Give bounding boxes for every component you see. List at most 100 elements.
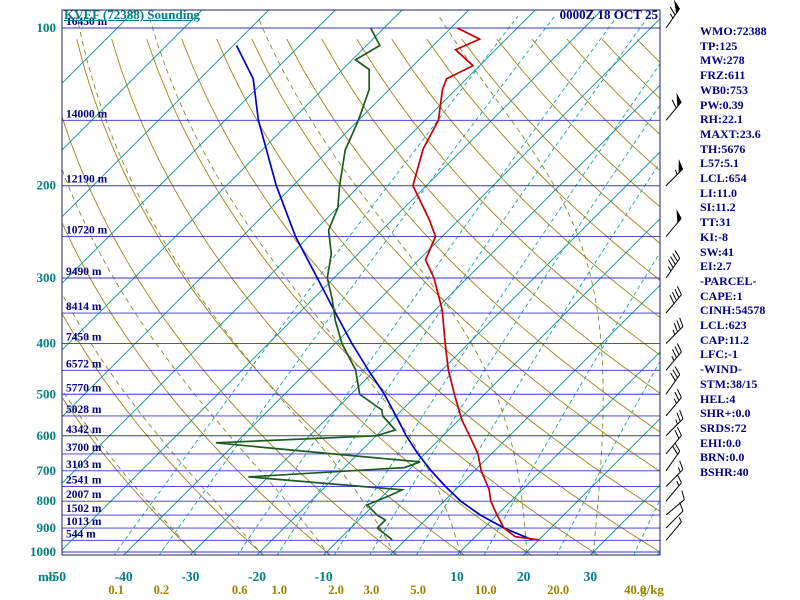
stat-line: CAPE:1 bbox=[700, 288, 743, 303]
mixing-ratio-line bbox=[237, 16, 618, 555]
mixing-ratio-line bbox=[369, 104, 660, 555]
height-label: 1502 m bbox=[66, 503, 102, 515]
temp-axis-label: -20 bbox=[248, 569, 266, 584]
dry-adiabat-line bbox=[111, 38, 532, 555]
moist-adiabat-line bbox=[76, 16, 396, 555]
stat-line: KI:-8 bbox=[700, 229, 728, 244]
moist-adiabat-line bbox=[62, 389, 197, 555]
moist-adiabat-line bbox=[62, 292, 264, 555]
stat-line: MW:278 bbox=[700, 53, 745, 68]
wind-barb bbox=[665, 0, 681, 29]
mixing-ratio-line bbox=[556, 360, 660, 555]
isotherm-line bbox=[62, 10, 536, 484]
stat-line: CINH:54578 bbox=[700, 303, 766, 318]
temp-axis-label: 20 bbox=[517, 569, 531, 584]
wind-barb bbox=[665, 442, 681, 472]
isotherm-line bbox=[62, 10, 136, 84]
dry-adiabat-line bbox=[391, 38, 660, 319]
dry-adiabat-line bbox=[321, 38, 660, 394]
wind-barb bbox=[665, 388, 682, 417]
stat-line: LI:11.0 bbox=[700, 185, 738, 200]
mixing-axis-label: 10.0 bbox=[475, 583, 497, 597]
stat-line: TT:31 bbox=[700, 215, 732, 230]
wind-barb bbox=[665, 460, 684, 487]
dry-adiabat-line bbox=[76, 38, 465, 555]
mixing-axis-label: 0.2 bbox=[154, 583, 170, 597]
wind-barb bbox=[665, 159, 684, 187]
pressure-axis-label: 300 bbox=[37, 270, 57, 285]
temp-axis-label: -40 bbox=[115, 569, 133, 584]
mixing-axis-label: 5.0 bbox=[410, 583, 426, 597]
temp-axis-label: 30 bbox=[584, 569, 598, 584]
wind-barb bbox=[665, 426, 682, 455]
stat-line: LFC:-1 bbox=[700, 347, 738, 362]
mixing-axis-label: 1.0 bbox=[271, 583, 287, 597]
height-label: 10720 m bbox=[66, 225, 108, 237]
stat-line: WB0:753 bbox=[700, 82, 748, 97]
wind-barb bbox=[665, 409, 684, 437]
stat-line: BRN:0.0 bbox=[700, 450, 745, 465]
stat-line: SW:41 bbox=[700, 244, 735, 259]
stat-line: SI:11.2 bbox=[700, 200, 736, 215]
dry-adiabat-line bbox=[62, 396, 198, 555]
dry-adiabat-line bbox=[251, 38, 660, 472]
mixing-axis-label: 0.1 bbox=[108, 583, 124, 597]
height-label: 8414 m bbox=[66, 301, 102, 313]
wind-barb bbox=[665, 490, 685, 516]
dry-adiabat-line bbox=[426, 38, 660, 281]
wind-barb bbox=[665, 502, 684, 529]
stat-line: PW:0.39 bbox=[700, 97, 744, 112]
pressure-axis-label: 100 bbox=[37, 20, 57, 35]
pressure-axis-label: 800 bbox=[37, 493, 57, 508]
temp-axis-label: -50 bbox=[48, 569, 66, 584]
stat-line: CAP:11.2 bbox=[700, 332, 749, 347]
isotherm-line bbox=[62, 10, 403, 351]
wind-barb bbox=[665, 286, 682, 314]
isotherm-line bbox=[389, 284, 660, 555]
height-label: 544 m bbox=[66, 528, 96, 540]
height-label: 9490 m bbox=[66, 266, 102, 278]
height-label: 3700 m bbox=[66, 442, 102, 454]
mixing-ratio-line bbox=[333, 63, 660, 555]
dewpoint-trace bbox=[215, 27, 421, 541]
mixing-axis-label: 20.0 bbox=[547, 583, 569, 597]
wind-barb bbox=[665, 208, 682, 237]
pressure-axis-label: 700 bbox=[37, 463, 57, 478]
wind-barb bbox=[665, 343, 682, 371]
mixing-axis-label: 2.0 bbox=[328, 583, 344, 597]
stat-line: LCL:623 bbox=[700, 318, 747, 333]
plot-frame bbox=[61, 9, 661, 556]
chart-title: KVEF (72388) Sounding bbox=[64, 7, 201, 22]
stat-line: RH:22.1 bbox=[700, 112, 743, 127]
stat-line: TH:5676 bbox=[700, 141, 746, 156]
stat-line: -PARCEL- bbox=[700, 273, 757, 288]
height-label: 1013 m bbox=[66, 516, 102, 528]
moist-adiabat-line bbox=[257, 16, 528, 555]
height-label: 2007 m bbox=[66, 489, 102, 501]
isotherm-line bbox=[62, 10, 203, 151]
stat-line: STM:38/15 bbox=[700, 376, 758, 391]
stat-line: SHR+:0.0 bbox=[700, 406, 751, 421]
temperature-trace bbox=[411, 27, 539, 541]
stat-line: L57:5.1 bbox=[700, 156, 739, 171]
isotherm-line bbox=[62, 10, 603, 551]
height-label: 7450 m bbox=[66, 331, 102, 343]
height-label: 2541 m bbox=[66, 475, 102, 487]
isotherm-line bbox=[62, 10, 336, 284]
dry-adiabat-line bbox=[62, 221, 331, 555]
height-label: 6572 m bbox=[66, 358, 102, 370]
parcel-trace bbox=[235, 45, 533, 541]
height-label: 5028 m bbox=[66, 404, 102, 416]
temp-axis-label: -10 bbox=[315, 569, 333, 584]
isotherm-line bbox=[523, 418, 660, 555]
height-label: 12190 m bbox=[66, 174, 108, 186]
wind-barb bbox=[665, 366, 681, 395]
dry-adiabat-line bbox=[62, 312, 265, 555]
stat-line: TP:125 bbox=[700, 38, 738, 53]
mixing-axis-label: 0.6 bbox=[232, 583, 248, 597]
stat-line: -WIND- bbox=[700, 362, 742, 377]
isotherm-line bbox=[62, 10, 470, 418]
stat-line: EI:2.7 bbox=[700, 259, 732, 274]
mixing-ratio-line bbox=[276, 16, 649, 555]
axis-labels: 100 200 300 400 500 600 700 800 900 1000 mb-50 -40 -… bbox=[30, 16, 664, 597]
